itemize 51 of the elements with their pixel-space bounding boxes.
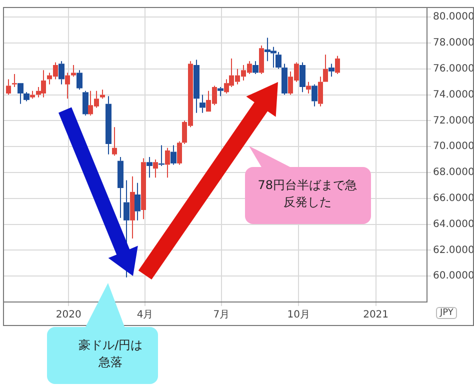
candlestick [71, 64, 76, 78]
y-axis-title: JPY [436, 307, 458, 319]
candlestick [134, 182, 140, 221]
candlestick [58, 60, 64, 85]
candlestick [112, 126, 117, 156]
x-tick-label: 2020 [56, 310, 82, 321]
candlestick [323, 54, 328, 82]
candlestick [306, 81, 311, 94]
candlestick [194, 59, 200, 114]
y-tick-label: 78.0000 [433, 38, 474, 49]
candlestick [100, 89, 105, 100]
x-tick-label: 10月 [287, 310, 310, 321]
candlestick [153, 159, 158, 178]
candlestick [165, 147, 170, 178]
candlestick [312, 84, 318, 107]
candlestick [252, 60, 258, 75]
candlestick [65, 72, 70, 100]
candlestick [118, 156, 124, 218]
candlestick [6, 78, 11, 96]
candlestick [200, 94, 206, 114]
candlestick [170, 144, 176, 166]
y-tick-label: 72.0000 [433, 115, 474, 126]
candlestick [282, 63, 288, 96]
candlestick [300, 62, 306, 93]
candlestick [218, 86, 224, 97]
candlestick [24, 92, 30, 102]
candlestick [30, 90, 35, 100]
y-tick-label: 64.0000 [433, 218, 474, 230]
candlestick [106, 96, 112, 155]
y-tick-label: 74.0000 [433, 89, 474, 100]
y-tick-label: 68.0000 [433, 167, 474, 178]
x-tick-label: 4月 [136, 310, 154, 321]
text: 豪ドル/円は急落 [78, 337, 144, 371]
y-tick-label: 76.0000 [433, 63, 474, 74]
candlestick [141, 158, 146, 220]
y-tick-label: 60.0000 [433, 270, 474, 282]
x-tick-label: 7月 [213, 310, 230, 321]
y-tick-label: 80.0000 [433, 12, 474, 23]
y-tick-label: 66.0000 [433, 192, 474, 204]
candlestick [82, 90, 88, 116]
candlestick [146, 156, 152, 178]
x-tick-label: 2021 [363, 310, 389, 321]
annotation: 78円台半ばまで急反発した [257, 177, 358, 211]
candlestick [130, 176, 135, 240]
candlestick [18, 83, 24, 104]
candlestick [318, 76, 323, 107]
candlestick [328, 63, 334, 78]
y-tick-label: 70.0000 [433, 141, 474, 152]
candlestick [12, 74, 17, 88]
y-tick-label: 62.0000 [433, 244, 474, 256]
candlestick [76, 70, 82, 90]
